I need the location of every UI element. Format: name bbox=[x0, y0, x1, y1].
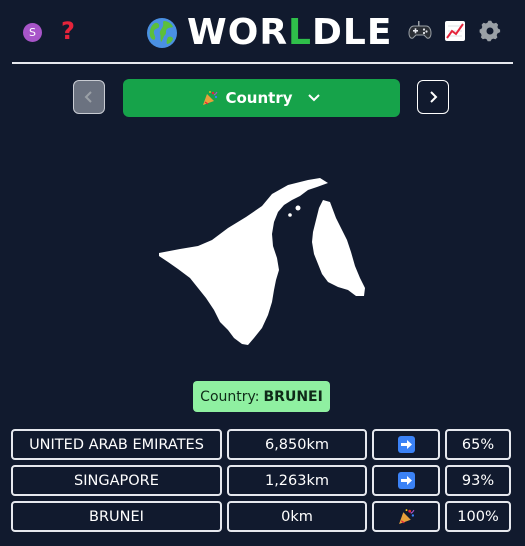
party-popper-icon bbox=[203, 91, 218, 105]
gamepad-icon[interactable] bbox=[408, 20, 432, 42]
previous-button[interactable] bbox=[73, 80, 105, 114]
guess-proximity: 100% bbox=[445, 501, 511, 532]
next-button[interactable] bbox=[417, 80, 449, 114]
globe-icon bbox=[147, 18, 177, 48]
stats-chart-icon[interactable] bbox=[444, 20, 466, 42]
game-mode-dropdown[interactable]: Country bbox=[123, 79, 400, 117]
user-initial: S bbox=[29, 26, 36, 39]
arrow-right-icon bbox=[397, 436, 415, 453]
app-title: WORLDLE bbox=[146, 10, 392, 56]
app-title-text: WORLDLE bbox=[187, 12, 393, 53]
guess-proximity: 93% bbox=[445, 465, 511, 496]
guess-proximity: 65% bbox=[445, 429, 511, 460]
answer-badge: Country: BRUNEI bbox=[193, 381, 330, 412]
guess-direction bbox=[372, 429, 440, 460]
arrow-right-icon bbox=[397, 472, 415, 489]
answer-value: BRUNEI bbox=[263, 388, 323, 405]
guess-row: BRUNEI 0km 100% bbox=[11, 501, 513, 532]
guess-row: UNITED ARAB EMIRATES 6,850km 65% bbox=[11, 429, 513, 460]
chevron-left-icon bbox=[84, 91, 92, 103]
chevron-down-icon bbox=[307, 94, 320, 102]
question-mark-icon[interactable]: ? bbox=[61, 17, 75, 45]
chevron-right-icon bbox=[430, 91, 438, 103]
guess-distance: 1,263km bbox=[227, 465, 367, 496]
user-avatar[interactable]: S bbox=[23, 23, 42, 42]
gear-icon[interactable] bbox=[478, 19, 502, 43]
guess-country: SINGAPORE bbox=[11, 465, 222, 496]
header: S ? WORLDLE bbox=[0, 0, 525, 64]
answer-label: Country: bbox=[200, 388, 260, 405]
guess-direction bbox=[372, 501, 440, 532]
guess-country: UNITED ARAB EMIRATES bbox=[11, 429, 222, 460]
country-silhouette-brunei bbox=[159, 178, 365, 345]
party-popper-icon bbox=[398, 509, 414, 524]
guess-row: SINGAPORE 1,263km 93% bbox=[11, 465, 513, 496]
guess-direction bbox=[372, 465, 440, 496]
selected-mode-label: Country bbox=[225, 89, 293, 107]
guess-distance: 6,850km bbox=[227, 429, 367, 460]
header-divider bbox=[12, 62, 513, 64]
guess-distance: 0km bbox=[227, 501, 367, 532]
guess-country: BRUNEI bbox=[11, 501, 222, 532]
